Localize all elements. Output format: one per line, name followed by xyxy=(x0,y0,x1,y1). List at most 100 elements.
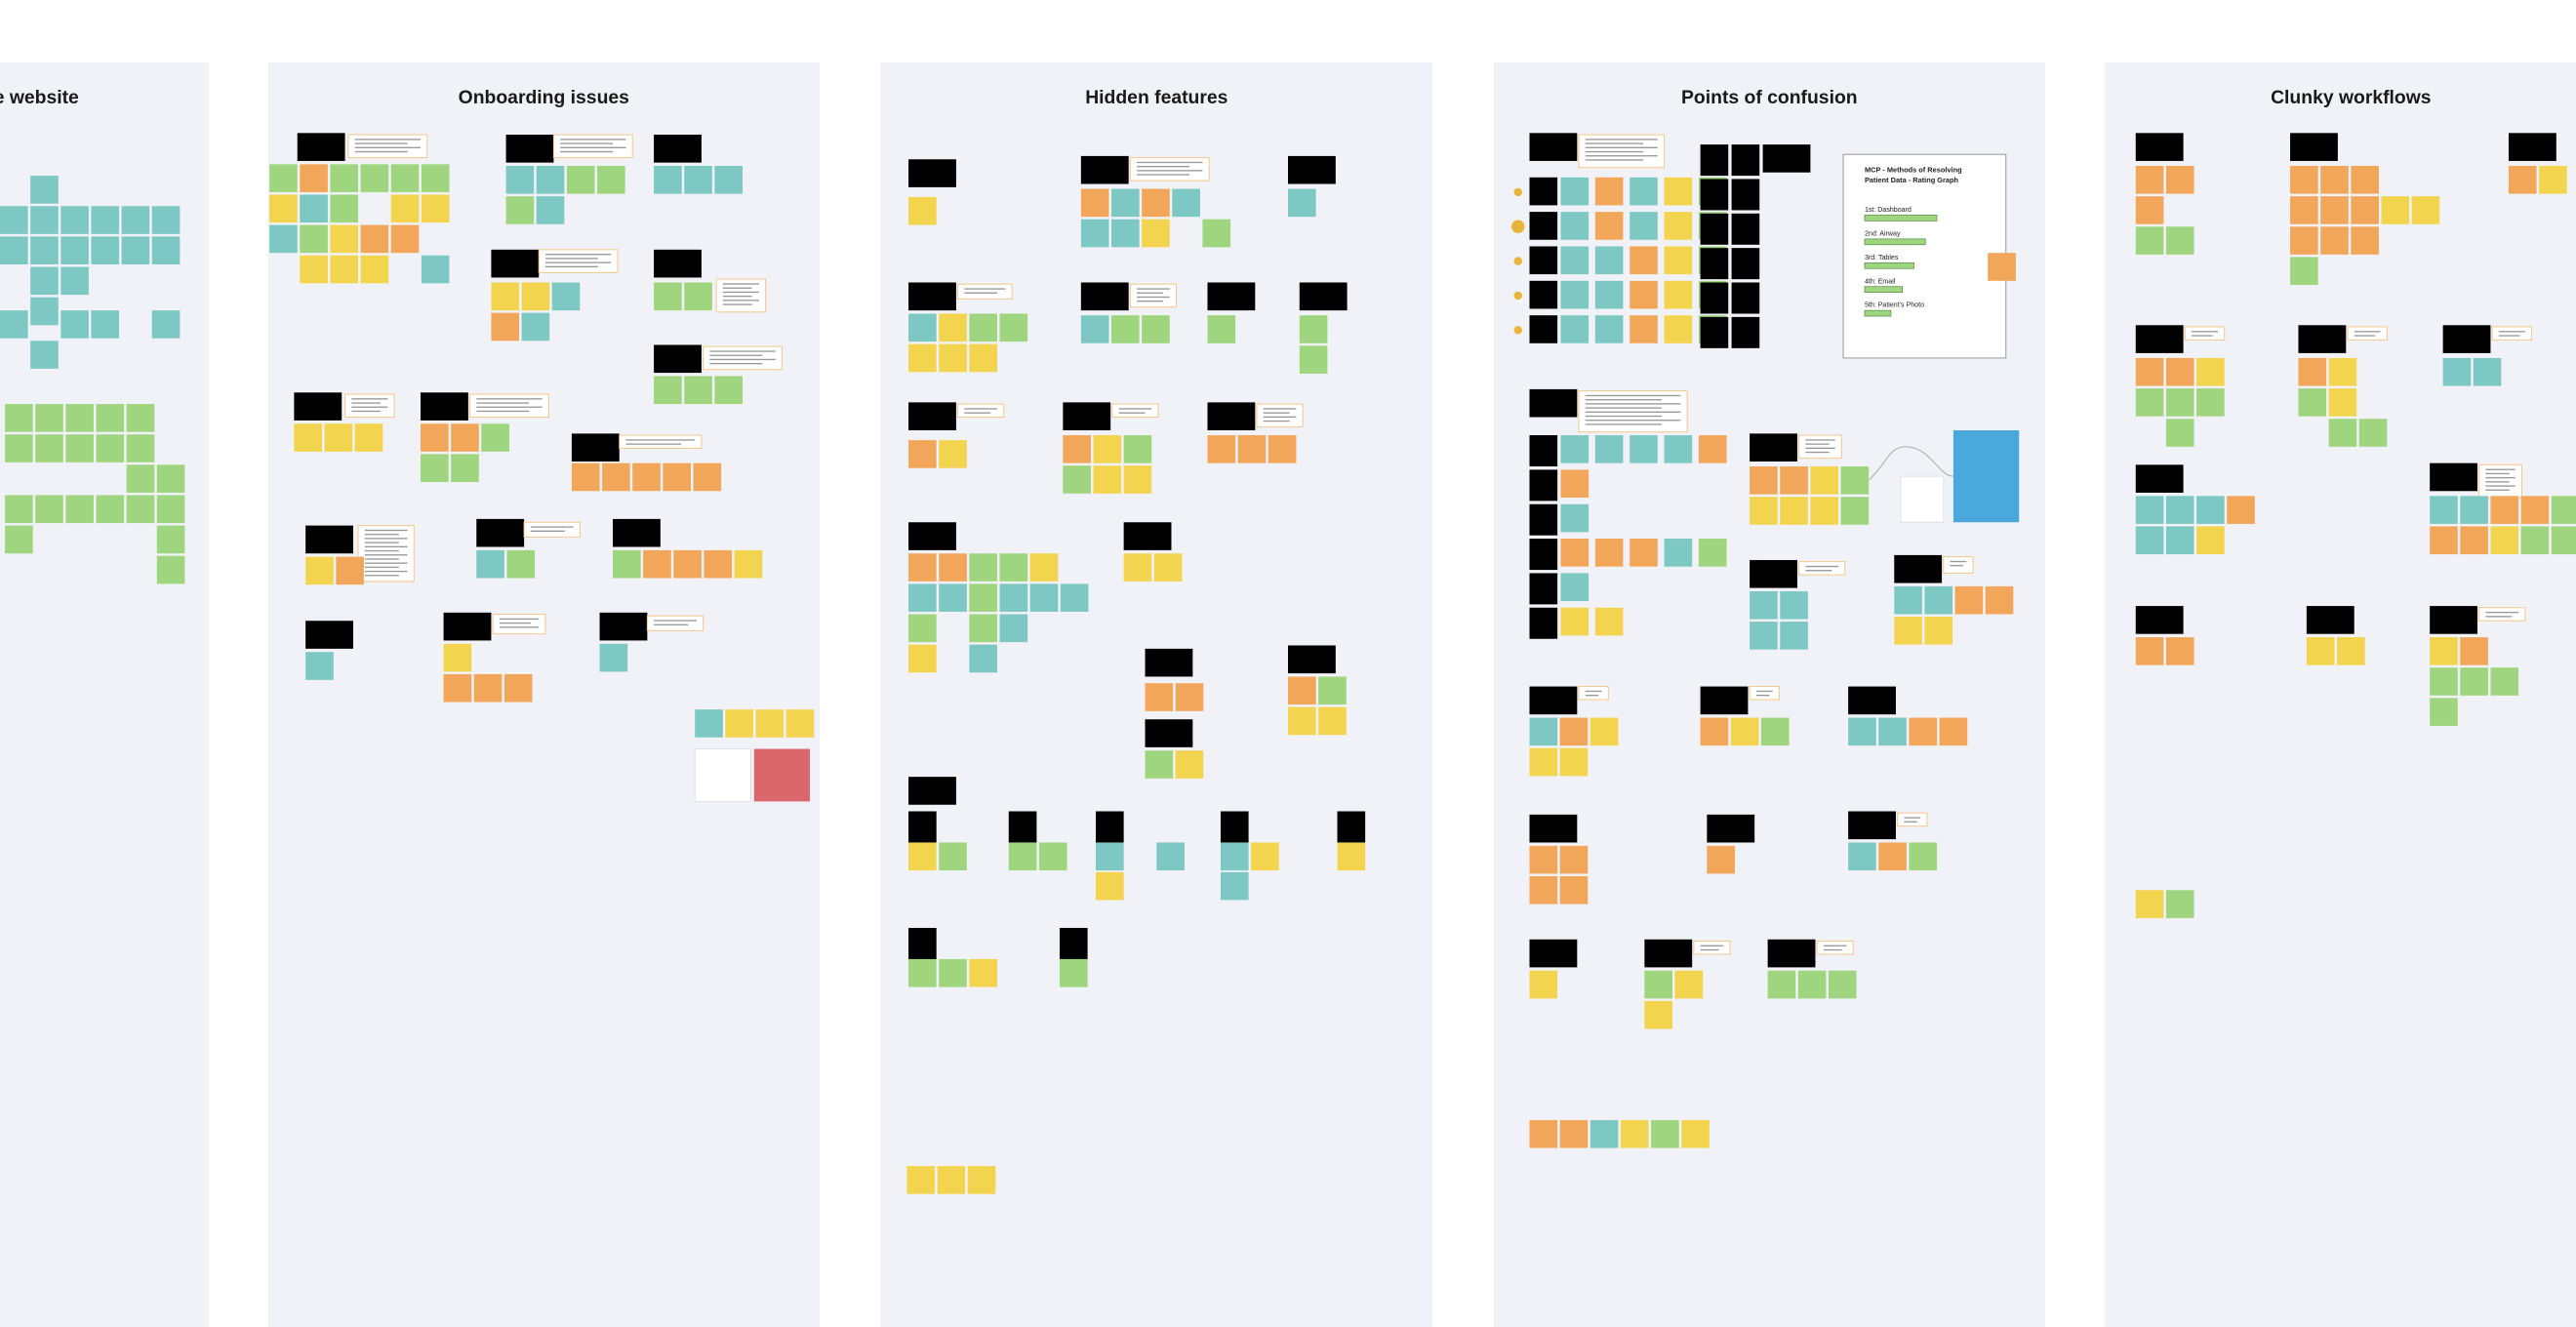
card-line xyxy=(625,439,696,441)
sticky-note xyxy=(1060,583,1089,612)
sticky-note xyxy=(1080,219,1109,248)
card-line xyxy=(1137,288,1170,290)
label-block xyxy=(1731,282,1760,314)
sticky-note xyxy=(1954,585,1984,615)
sticky-note xyxy=(2298,357,2327,386)
card-line xyxy=(2485,476,2516,479)
sticky-note xyxy=(1780,497,1808,525)
comment-card xyxy=(1578,686,1609,701)
sticky-note xyxy=(684,376,712,405)
card-line xyxy=(544,265,598,268)
sticky-note xyxy=(908,842,937,871)
sticky-note xyxy=(1594,280,1624,309)
card-line xyxy=(2485,489,2510,491)
sticky-note xyxy=(1153,553,1183,582)
sticky-note xyxy=(1038,842,1067,871)
sticky-note xyxy=(330,194,359,223)
comment-card xyxy=(1816,940,1854,955)
label-block xyxy=(1731,144,1760,177)
card-line xyxy=(1137,174,1189,176)
sticky-note xyxy=(1594,539,1624,567)
sticky-note xyxy=(684,166,712,194)
sticky-note xyxy=(2320,196,2349,224)
sticky-note xyxy=(330,224,359,254)
sticky-note xyxy=(390,224,420,254)
sticky-note xyxy=(65,434,94,462)
sticky-note xyxy=(300,224,328,254)
sticky-note xyxy=(1299,315,1328,343)
sticky-note xyxy=(602,462,630,492)
label-block xyxy=(421,392,468,421)
sticky-note xyxy=(2351,196,2379,224)
sticky-note xyxy=(2298,388,2327,417)
sticky-note xyxy=(654,376,682,405)
label-block xyxy=(908,282,956,311)
sticky-note xyxy=(35,495,63,524)
sticky-note xyxy=(2227,496,2255,524)
image-card xyxy=(1952,429,2020,523)
sticky-note xyxy=(2460,526,2488,555)
sticky-note xyxy=(1750,497,1778,525)
label-block xyxy=(1894,554,1943,583)
comment-card xyxy=(469,393,549,419)
label-block xyxy=(908,811,937,843)
card-line xyxy=(1263,408,1297,410)
image-thumb xyxy=(694,748,751,802)
sticky-note xyxy=(734,549,763,579)
card-line xyxy=(2354,331,2381,333)
document-title: Patient Data - Rating Graph xyxy=(1865,176,1959,184)
sticky-note xyxy=(999,313,1028,342)
sticky-note xyxy=(1560,246,1590,275)
sticky-note xyxy=(30,266,59,296)
sticky-note xyxy=(1156,842,1185,871)
sticky-note xyxy=(156,495,185,524)
star xyxy=(1510,220,1525,234)
label-block xyxy=(654,135,702,163)
sticky-note xyxy=(1630,539,1658,567)
column-title: Points of confusion xyxy=(1681,87,1858,108)
sticky-note xyxy=(1096,871,1124,901)
sticky-note xyxy=(908,440,937,468)
document-item: 5th: Patient's Photo xyxy=(1865,302,1924,309)
card-line xyxy=(364,545,408,547)
comment-card xyxy=(1129,283,1178,308)
sticky-note xyxy=(1237,435,1267,463)
sticky-note xyxy=(2520,496,2550,524)
label-block xyxy=(1059,927,1088,959)
card-line xyxy=(1585,411,1681,413)
sticky-note xyxy=(0,310,28,339)
label-block xyxy=(1145,648,1193,677)
card-line xyxy=(709,362,763,365)
sticky-note xyxy=(1594,177,1624,206)
card-line xyxy=(2498,335,2520,337)
label-block xyxy=(908,402,956,430)
sticky-note xyxy=(1681,1119,1710,1148)
sticky-note xyxy=(2358,419,2388,447)
sticky-note xyxy=(1559,1119,1589,1148)
sticky-note xyxy=(1664,212,1693,240)
card-line xyxy=(364,575,399,577)
sticky-note xyxy=(451,423,479,452)
sticky-note xyxy=(2165,637,2194,665)
sticky-note xyxy=(613,549,641,579)
label-block xyxy=(908,777,956,805)
comment-card xyxy=(538,249,619,273)
sticky-note xyxy=(1590,717,1619,746)
sticky-note xyxy=(785,709,815,738)
card-line xyxy=(530,530,565,533)
sticky-note xyxy=(551,282,581,311)
card-line xyxy=(2485,481,2510,483)
label-block xyxy=(305,621,353,649)
card-line xyxy=(1700,945,1724,947)
sticky-note xyxy=(2135,890,2164,918)
label-block xyxy=(1529,246,1558,275)
card-line xyxy=(2485,468,2516,470)
sticky-note xyxy=(2135,388,2164,417)
label-block xyxy=(1731,179,1760,211)
sticky-note xyxy=(2135,637,2164,665)
sticky-note xyxy=(908,343,937,373)
card-line xyxy=(354,139,422,141)
sticky-note xyxy=(999,583,1028,612)
sticky-note xyxy=(2135,496,2164,524)
sticky-note xyxy=(505,166,535,194)
